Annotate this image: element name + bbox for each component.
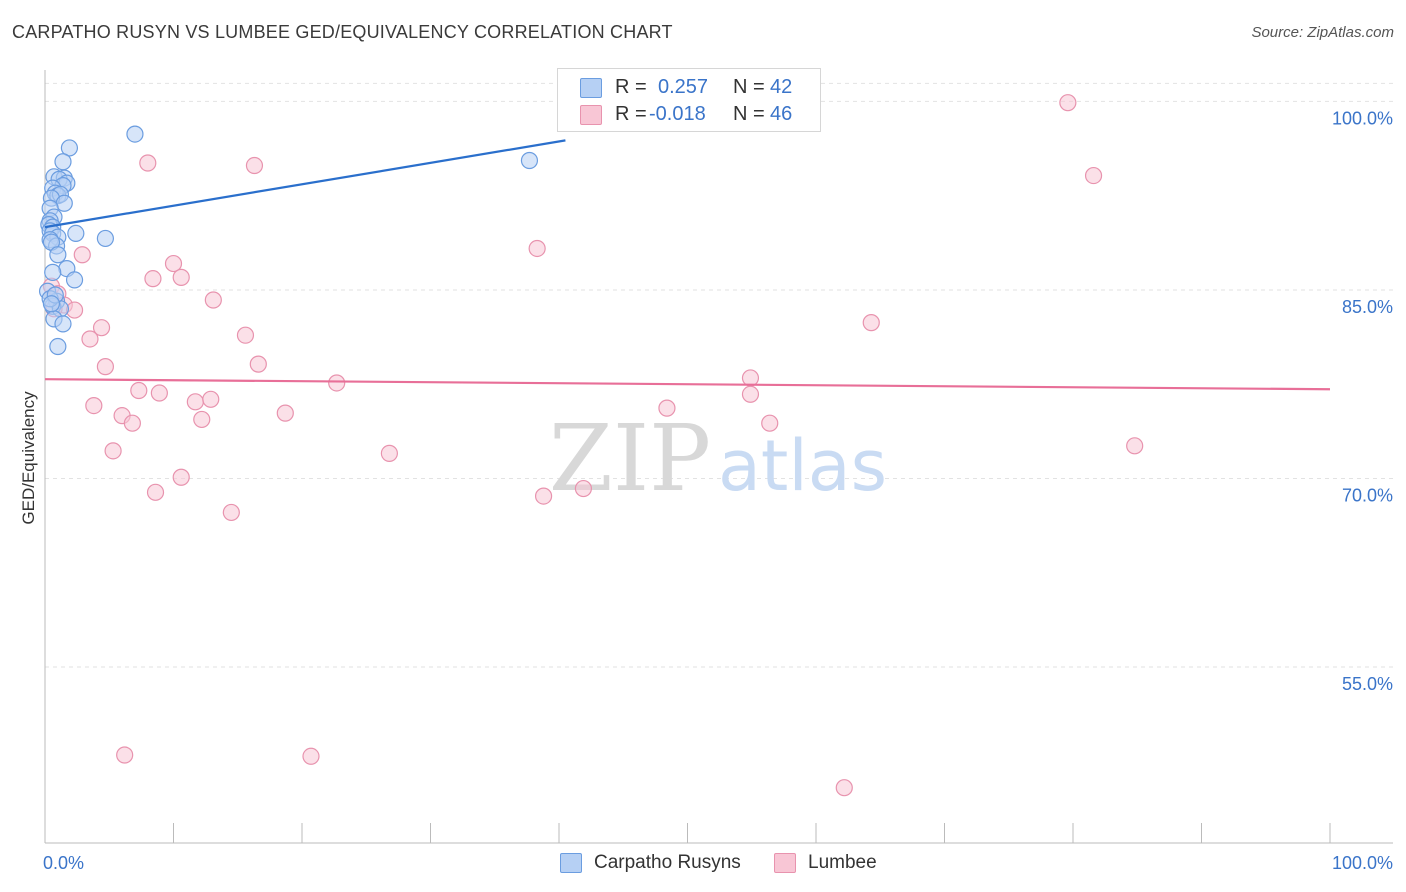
legend-n-label: N =	[733, 103, 765, 125]
point-carpatho-rusyns	[49, 246, 67, 264]
point-lumbee	[116, 746, 134, 764]
point-lumbee	[139, 154, 157, 172]
y-axis-label: GED/Equivalency	[19, 391, 38, 525]
bottom-legend-label: Lumbee	[808, 852, 877, 873]
point-lumbee	[92, 319, 111, 337]
point-lumbee	[528, 239, 546, 258]
legend-row-lumbee: R = -0.018 N = 46	[558, 102, 820, 128]
point-lumbee	[741, 385, 760, 403]
point-carpatho-rusyns	[65, 271, 84, 289]
source-label: Source: ZipAtlas.com	[1251, 24, 1394, 41]
legend-n-label: N =	[733, 76, 765, 98]
point-carpatho-rusyns	[44, 263, 62, 281]
point-lumbee	[380, 444, 398, 462]
point-lumbee	[65, 301, 84, 319]
point-lumbee	[249, 355, 267, 373]
point-lumbee	[1084, 166, 1103, 185]
series-lumbee-points	[42, 94, 1144, 797]
point-lumbee	[1059, 94, 1077, 112]
bottom-legend-swatch-blue	[560, 853, 582, 873]
point-lumbee	[146, 483, 165, 501]
y-tick-label: 55.0%	[1342, 674, 1393, 694]
legend-row-carpatho: R = 0.257 N = 42	[558, 75, 820, 101]
legend-swatch-pink	[580, 105, 602, 125]
series-carpatho-rusyns-points	[38, 125, 539, 356]
point-lumbee	[164, 254, 183, 273]
point-lumbee	[172, 268, 190, 286]
grid-lines	[45, 82, 1393, 668]
point-carpatho-rusyns	[54, 315, 72, 333]
point-lumbee	[193, 410, 211, 429]
point-lumbee	[150, 384, 168, 402]
point-lumbee	[658, 399, 676, 417]
point-lumbee	[862, 314, 880, 332]
point-lumbee	[130, 381, 148, 400]
point-lumbee	[96, 358, 114, 376]
point-lumbee	[81, 330, 99, 348]
point-carpatho-rusyns	[126, 125, 144, 143]
x-tick-label: 0.0%	[43, 853, 84, 873]
point-lumbee	[574, 479, 593, 498]
legend-box: R = 0.257 N = 42 R = -0.018 N = 46	[557, 68, 821, 132]
legend-n-value: 46	[770, 103, 793, 125]
bottom-legend-swatch-pink	[774, 853, 796, 873]
y-tick-label: 70.0%	[1342, 485, 1393, 505]
point-lumbee	[302, 747, 320, 765]
point-lumbee	[741, 369, 760, 387]
point-lumbee	[144, 270, 162, 288]
point-lumbee	[104, 442, 122, 460]
point-lumbee	[172, 468, 190, 486]
point-carpatho-rusyns	[54, 153, 72, 171]
point-carpatho-rusyns	[49, 337, 67, 356]
bottom-legend-label: Carpatho Rusyns	[594, 852, 741, 873]
trend-lines	[44, 139, 1331, 391]
point-lumbee	[761, 414, 779, 432]
legend-r-value: 0.257	[658, 76, 709, 98]
y-tick-label: 85.0%	[1342, 297, 1393, 317]
point-lumbee	[534, 487, 553, 505]
x-tick-label: 100.0%	[1332, 853, 1393, 873]
point-lumbee	[328, 374, 346, 392]
point-lumbee	[123, 414, 141, 432]
point-lumbee	[202, 390, 220, 408]
point-lumbee	[1126, 437, 1144, 455]
legend-n-value: 42	[770, 76, 793, 98]
point-lumbee	[835, 779, 853, 797]
point-carpatho-rusyns	[520, 151, 539, 170]
point-carpatho-rusyns	[60, 139, 79, 157]
point-lumbee	[186, 393, 204, 411]
point-carpatho-rusyns	[96, 229, 114, 248]
tick-labels: 55.0% 70.0% 85.0% 100.0% 0.0% 100.0%	[43, 108, 1393, 873]
point-lumbee	[245, 156, 264, 175]
point-lumbee	[73, 246, 91, 264]
trend-line-lumbee	[44, 378, 1331, 391]
point-lumbee	[222, 503, 240, 522]
point-carpatho-rusyns	[42, 295, 61, 313]
legend-swatch-blue	[580, 78, 602, 98]
point-lumbee	[236, 326, 255, 344]
chart-title: CARPATHO RUSYN VS LUMBEE GED/EQUIVALENCY…	[12, 22, 673, 42]
watermark-zip: ZIP	[549, 405, 711, 512]
trend-line-carpatho-rusyns	[44, 139, 566, 229]
point-lumbee	[85, 396, 103, 415]
legend-r-value: -0.018	[649, 103, 706, 125]
legend-r-label: R =	[615, 103, 647, 125]
point-lumbee	[276, 404, 294, 422]
point-carpatho-rusyns	[67, 224, 85, 242]
watermark: ZIP atlas	[549, 405, 887, 512]
y-tick-label: 100.0%	[1332, 108, 1393, 128]
point-lumbee	[204, 291, 222, 309]
legend-r-label: R =	[615, 76, 647, 98]
watermark-atlas: atlas	[718, 425, 887, 507]
